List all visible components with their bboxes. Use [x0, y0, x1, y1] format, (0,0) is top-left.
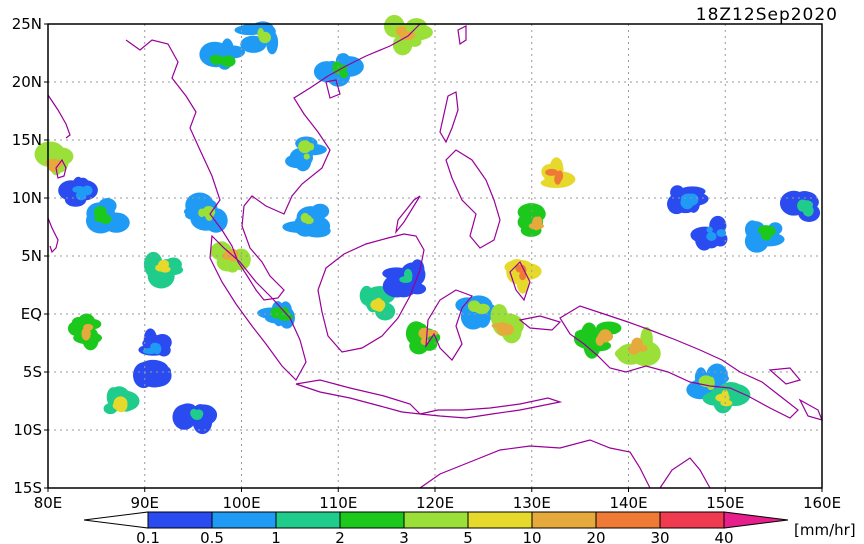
coastlines [47, 23, 824, 489]
coastline-hainan [325, 79, 341, 99]
rain-area [383, 14, 433, 56]
rain-area [103, 386, 140, 415]
rain-area [667, 185, 709, 215]
rain-area [67, 313, 103, 351]
rain-area [504, 259, 542, 294]
coastline-srilanka [55, 158, 67, 179]
coastline-mainland-sea [125, 23, 421, 301]
colorbar: 0.1 0.5 1 2 3 5 10 20 30 40 [83, 511, 789, 544]
colorbar-tick-label: 5 [463, 529, 473, 544]
rain-layer [34, 14, 821, 435]
colorbar-unit: [mm/hr] [794, 521, 856, 539]
colorbar-tick-label: 0.5 [200, 529, 224, 544]
lon-tick-label: 160E [803, 494, 841, 512]
coastline-moluccas [509, 260, 562, 331]
colorbar-tick-label: 1 [271, 529, 281, 544]
colorbar-swatch [211, 511, 277, 529]
colorbar-swatch [595, 511, 661, 529]
lat-tick-label: EQ [21, 305, 42, 323]
rain-area [234, 21, 279, 55]
rain-area [138, 328, 172, 357]
colorbar-swatch [275, 511, 341, 529]
colorbar-max-arrow [723, 511, 789, 529]
colorbar-swatch [467, 511, 533, 529]
coastline-palawan [395, 195, 421, 235]
lon-tick-label: 90E [130, 494, 159, 512]
colorbar-tick-label: 10 [522, 529, 541, 544]
rain-area [540, 157, 576, 188]
colorbar-tick-label: 20 [586, 529, 605, 544]
lat-tick-label: 10N [12, 189, 42, 207]
rain-area [702, 381, 751, 414]
colorbar-tick-label: 40 [714, 529, 733, 544]
colorbar-tick-label: 2 [335, 529, 345, 544]
coastline-borneo [317, 233, 425, 353]
rain-area [282, 203, 331, 238]
lon-tick-label: 100E [222, 494, 260, 512]
rain-area [34, 141, 74, 176]
coastline-sumatra [209, 234, 307, 381]
colorbar-swatch [531, 511, 597, 529]
rain-area [690, 215, 728, 251]
coastline-taiwan [457, 25, 467, 46]
lon-tick-label: 130E [513, 494, 551, 512]
colorbar-swatch [659, 511, 725, 529]
lon-tick-label: 140E [609, 494, 647, 512]
grid-lines [48, 24, 822, 488]
colorbar-tick-label: 0.1 [136, 529, 160, 544]
rain-area [257, 301, 295, 329]
map-frame [47, 23, 823, 489]
colorbar-tick-label: 30 [650, 529, 669, 544]
coastline-luzon [439, 91, 459, 144]
colorbar-tick-label: 3 [399, 529, 409, 544]
rain-area [183, 192, 228, 233]
rain-area [143, 251, 184, 289]
rain-area [573, 321, 622, 359]
rain-area [744, 220, 785, 253]
lat-tick-label: 15N [12, 131, 42, 149]
coastline-india [47, 94, 71, 254]
rain-area [490, 304, 524, 344]
rain-area [132, 359, 172, 389]
rain-area [285, 136, 327, 172]
rain-area [614, 326, 661, 367]
coastline-java [295, 379, 422, 415]
timestamp-title: 18Z12Sep2020 [696, 5, 838, 25]
colorbar-swatch [147, 511, 213, 529]
colorbar-swatch [339, 511, 405, 529]
rain-area [199, 38, 246, 70]
lon-tick-label: 150E [706, 494, 744, 512]
lat-tick-label: 20N [12, 73, 42, 91]
lat-tick-label: 10S [13, 421, 42, 439]
lat-tick-label: 25N [12, 15, 42, 33]
rain-area [779, 190, 821, 222]
rain-area [455, 295, 497, 330]
coastline-newguinea [559, 305, 799, 419]
coastline-sulawesi [425, 289, 474, 361]
rain-area [382, 259, 427, 298]
colorbar-min-arrow [83, 511, 149, 529]
lon-tick-label: 120E [416, 494, 454, 512]
rain-area [517, 203, 546, 237]
rain-area [58, 176, 98, 207]
coastline-mindanao [445, 149, 501, 249]
rain-area [172, 403, 218, 435]
coastline-australia [419, 439, 711, 489]
lat-tick-label: 5S [23, 363, 42, 381]
lat-tick-label: 5N [21, 247, 42, 265]
lon-tick-label: 80E [34, 494, 63, 512]
lat-tick-label: 15S [13, 479, 42, 497]
colorbar-swatch [403, 511, 469, 529]
lon-tick-label: 110E [319, 494, 357, 512]
rain-area [85, 198, 130, 234]
coastline-lesser-sunda [419, 397, 563, 419]
